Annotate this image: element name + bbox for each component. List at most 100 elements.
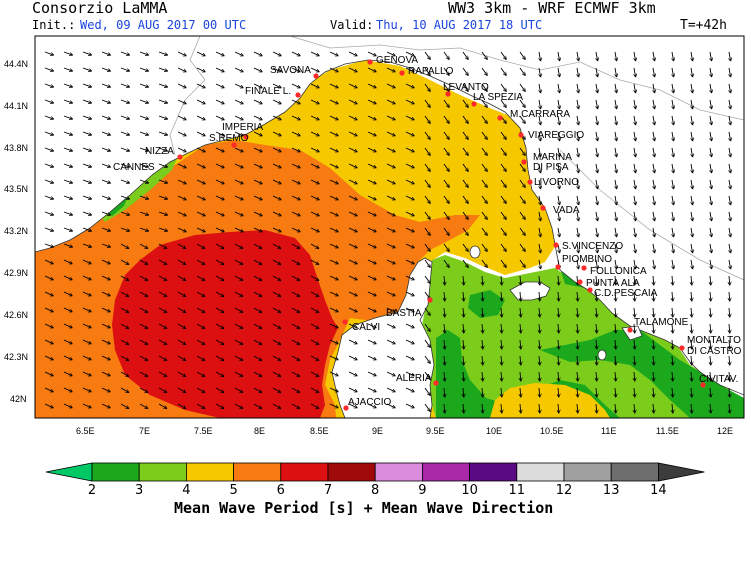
direction-arrow — [424, 227, 430, 235]
direction-arrow — [481, 163, 487, 171]
direction-arrow — [367, 371, 376, 376]
direction-arrow — [672, 355, 673, 365]
direction-arrow — [139, 243, 148, 249]
direction-arrow — [348, 243, 357, 248]
direction-arrow — [710, 99, 712, 109]
direction-arrow — [310, 275, 319, 281]
direction-arrow — [729, 131, 731, 141]
direction-arrow — [329, 323, 338, 328]
direction-arrow — [710, 243, 712, 253]
city-label: CIVITAV. — [699, 374, 738, 385]
direction-arrow — [500, 211, 506, 219]
direction-arrow — [44, 307, 53, 312]
city-label: BASTIA — [386, 308, 422, 319]
direction-arrow — [405, 131, 414, 136]
direction-arrow — [272, 355, 281, 361]
direction-arrow — [82, 339, 91, 344]
direction-arrow — [177, 67, 186, 72]
direction-arrow — [405, 163, 414, 168]
city-dot — [471, 101, 477, 107]
direction-arrow — [310, 67, 319, 72]
direction-arrow — [577, 195, 579, 205]
direction-arrow — [234, 339, 243, 345]
city-dot — [527, 179, 533, 185]
direction-arrow — [539, 275, 540, 285]
direction-arrow — [120, 227, 130, 231]
direction-arrow — [215, 403, 224, 409]
direction-arrow — [120, 51, 130, 55]
direction-arrow — [234, 51, 243, 56]
direction-arrow — [539, 51, 541, 61]
direction-arrow — [196, 115, 205, 120]
direction-arrow — [234, 67, 243, 72]
direction-arrow — [405, 339, 414, 344]
direction-arrow — [234, 115, 243, 120]
direction-arrow — [577, 275, 578, 285]
direction-arrow — [386, 163, 395, 168]
direction-arrow — [577, 291, 578, 301]
direction-arrow — [63, 243, 73, 247]
direction-arrow — [577, 51, 579, 61]
direction-arrow — [272, 211, 281, 216]
direction-arrow — [44, 147, 54, 151]
direction-arrow — [158, 259, 167, 265]
direction-arrow — [615, 243, 617, 253]
direction-arrow — [158, 291, 167, 297]
direction-arrow — [539, 259, 541, 269]
direction-arrow — [348, 83, 357, 88]
direction-arrow — [329, 291, 338, 296]
direction-arrow — [348, 339, 357, 344]
city-dot — [518, 132, 524, 138]
direction-arrow — [44, 227, 54, 231]
direction-arrow — [634, 259, 636, 269]
direction-arrow — [215, 355, 224, 361]
direction-arrow — [462, 115, 468, 123]
direction-arrow — [558, 195, 560, 205]
direction-arrow — [82, 83, 92, 87]
lat-tick: 43.2N — [4, 226, 28, 236]
direction-arrow — [158, 99, 168, 103]
direction-arrow — [120, 275, 129, 281]
direction-arrow — [615, 163, 617, 173]
direction-arrow — [481, 83, 487, 91]
direction-arrow — [710, 403, 711, 413]
direction-arrow — [253, 163, 262, 168]
direction-arrow — [672, 403, 673, 413]
direction-arrow — [329, 355, 338, 360]
direction-arrow — [44, 51, 54, 55]
direction-arrow — [558, 51, 560, 61]
direction-arrow — [196, 83, 205, 88]
direction-arrow — [615, 371, 616, 381]
direction-arrow — [462, 147, 468, 155]
land-argentario — [621, 325, 643, 341]
direction-arrow — [44, 371, 53, 376]
city-label: CALVI — [352, 322, 380, 333]
direction-arrow — [500, 83, 506, 91]
direction-arrow — [348, 67, 357, 72]
direction-arrow — [405, 195, 414, 200]
direction-arrow — [596, 243, 598, 253]
direction-arrow — [386, 99, 395, 104]
direction-arrow — [481, 147, 487, 155]
direction-arrow — [386, 323, 395, 328]
direction-arrow — [443, 259, 449, 267]
lat-tick: 42.3N — [4, 352, 28, 362]
direction-arrow — [520, 323, 521, 333]
direction-arrow — [482, 339, 483, 349]
direction-arrow — [120, 243, 129, 249]
direction-arrow — [253, 387, 262, 393]
direction-arrow — [405, 99, 414, 104]
direction-arrow — [367, 355, 376, 360]
direction-arrow — [462, 211, 468, 219]
direction-arrow — [481, 211, 487, 219]
direction-arrow — [519, 227, 525, 235]
direction-arrow — [234, 163, 243, 168]
direction-arrow — [158, 355, 167, 361]
land-mainland — [35, 36, 744, 396]
direction-arrow — [329, 195, 338, 200]
direction-arrow — [405, 307, 414, 312]
direction-arrow — [424, 67, 430, 75]
direction-arrow — [405, 179, 414, 184]
direction-arrow — [501, 323, 502, 333]
direction-arrow — [177, 339, 186, 345]
